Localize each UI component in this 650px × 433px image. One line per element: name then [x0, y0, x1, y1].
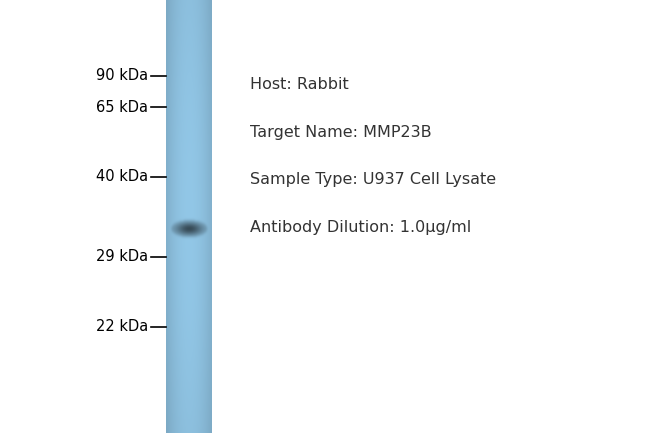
Text: Target Name: MMP23B: Target Name: MMP23B [250, 125, 432, 139]
Text: Antibody Dilution: 1.0µg/ml: Antibody Dilution: 1.0µg/ml [250, 220, 471, 235]
Text: 90 kDa: 90 kDa [96, 68, 148, 83]
Text: Host: Rabbit: Host: Rabbit [250, 77, 349, 92]
Text: 22 kDa: 22 kDa [96, 320, 148, 334]
Text: 65 kDa: 65 kDa [96, 100, 148, 115]
Text: 29 kDa: 29 kDa [96, 249, 148, 264]
Text: 40 kDa: 40 kDa [96, 169, 148, 184]
Text: Sample Type: U937 Cell Lysate: Sample Type: U937 Cell Lysate [250, 172, 497, 187]
